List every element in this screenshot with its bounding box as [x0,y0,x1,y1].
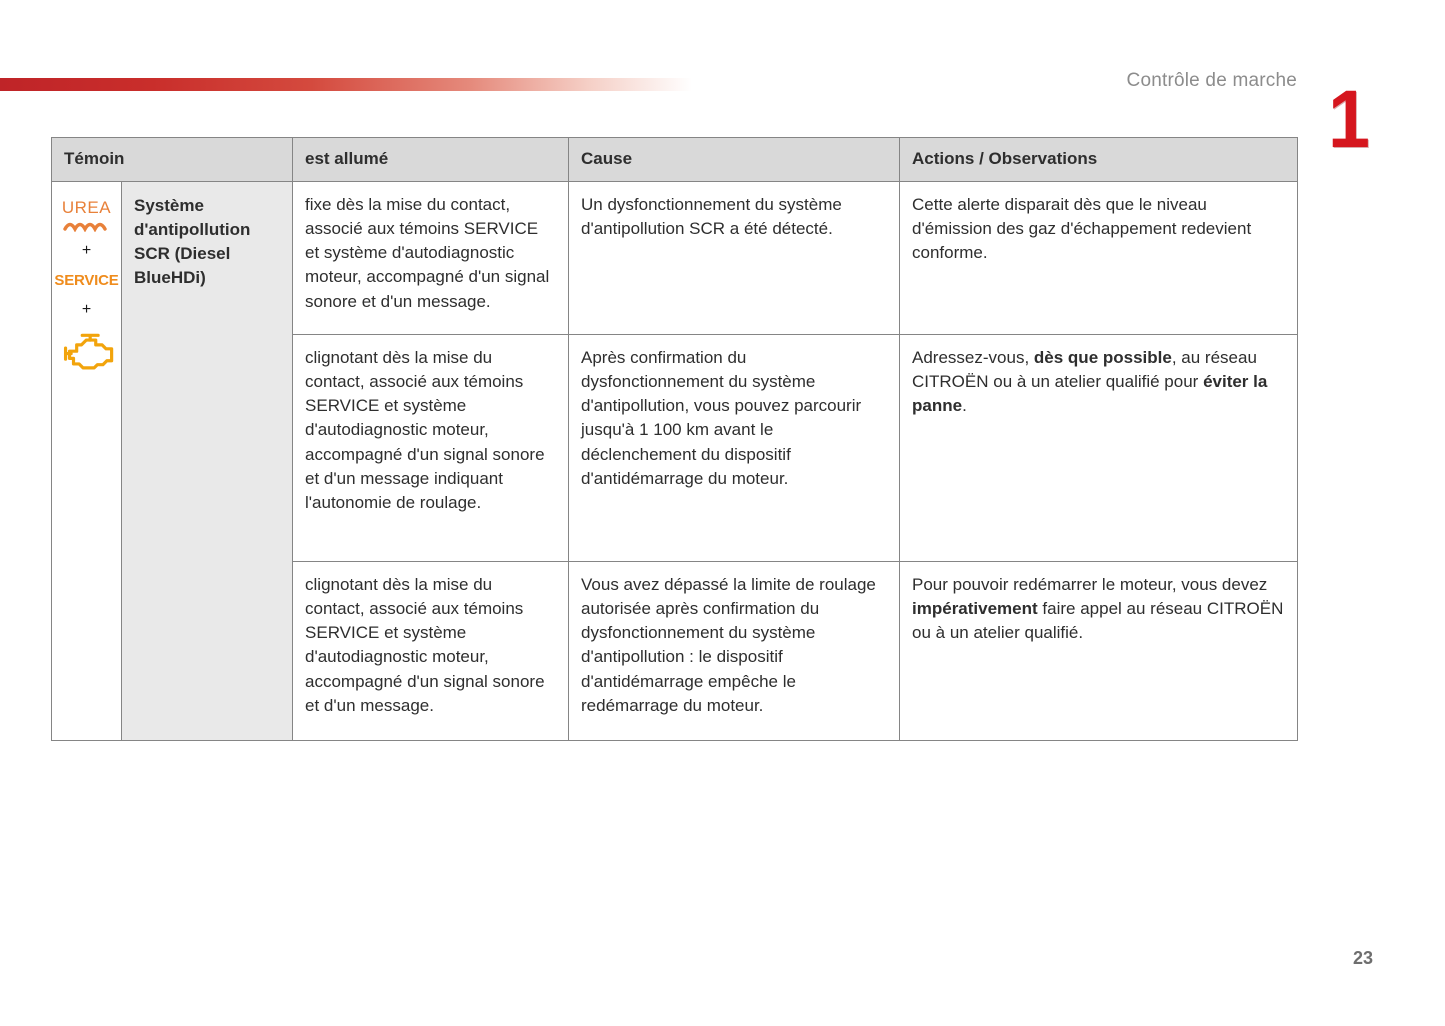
plus-sign: + [81,242,92,260]
actions-cell: Adressez-vous, dès que possible, au rése… [899,334,1299,562]
service-indicator: SERVICE [54,272,119,290]
page-number: 23 [1352,948,1373,968]
page-header-title: Contrôle de marche [1126,70,1297,91]
header-accent-bar [0,78,692,91]
header-temoin: Témoin [50,137,294,182]
est-allume-cell: clignotant dès la mise du contact, assoc… [292,334,570,562]
urea-indicator: UREA [61,196,112,233]
chapter-number: 1 [1328,74,1370,165]
table-row: clignotant dès la mise du contact, assoc… [52,561,1299,741]
header-cause: Cause [568,137,901,182]
actions-cell: Pour pouvoir redémarrer le moteur, vous … [899,561,1299,741]
est-allume-cell: clignotant dès la mise du contact, assoc… [292,561,570,741]
warning-lights-table: Témoin est allumé Cause Actions / Observ… [50,137,1299,741]
engine-warning-icon [63,334,113,370]
urea-label: UREA [61,198,112,217]
urea-wave-icon [63,222,108,233]
table-row: UREA + SERVICE + [51,181,1299,741]
temoin-icons-cell: UREA + SERVICE + [51,181,122,741]
header-actions-observations: Actions / Observations [899,137,1299,182]
header-est-allume: est allumé [292,137,570,182]
cause-cell: Vous avez dépassé la limite de roulage a… [568,561,901,741]
cause-cell: Un dysfonctionnement du système d'antipo… [568,181,901,335]
system-label-cell: Système d'antipollution SCR (Diesel Blue… [120,181,294,741]
cause-cell: Après confirmation du dysfonctionnement … [568,334,901,562]
est-allume-cell: fixe dès la mise du contact, associé aux… [292,181,570,335]
plus-sign: + [81,301,92,319]
table-header-row: Témoin est allumé Cause Actions / Observ… [50,137,1299,182]
actions-cell: Cette alerte disparait dès que le niveau… [899,181,1299,335]
